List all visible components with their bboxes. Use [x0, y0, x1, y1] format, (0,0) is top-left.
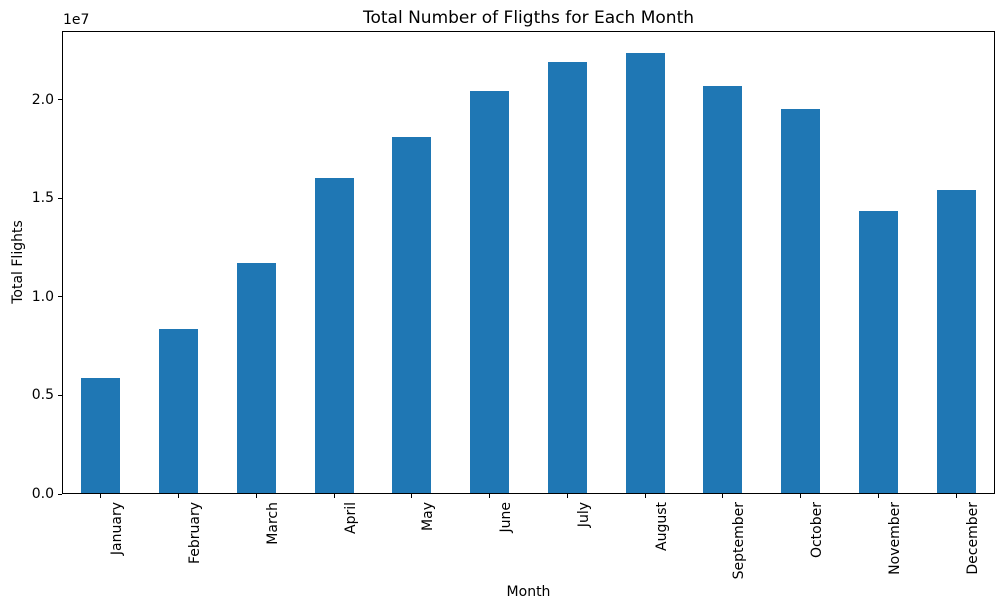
x-tick-label-august: August [653, 502, 670, 551]
bar-april [314, 177, 354, 493]
bar-november [858, 211, 898, 493]
x-tick-mark [333, 494, 335, 498]
y-axis-label: Total Flights [10, 220, 26, 304]
y-tick-label-0.5: 0.5 [31, 387, 54, 404]
x-tick-label-december: December [964, 502, 981, 575]
y-tick-mark [58, 493, 62, 495]
x-tick-label-may: May [420, 502, 437, 531]
x-tick-mark [100, 494, 102, 498]
x-tick-label-july: July [575, 502, 592, 528]
x-tick-label-february: February [187, 502, 204, 565]
bar-september [703, 86, 743, 493]
bar-march [236, 263, 276, 493]
y-tick-mark [58, 197, 62, 199]
y-tick-label-1.0: 1.0 [31, 288, 54, 305]
x-tick-label-april: April [342, 502, 359, 534]
x-tick-label-november: November [886, 502, 903, 575]
x-tick-mark [955, 494, 957, 498]
x-tick-label-march: March [264, 502, 281, 545]
x-tick-label-june: June [498, 502, 515, 533]
x-tick-label-september: September [731, 502, 748, 580]
chart-title: Total Number of Fligths for Each Month [362, 8, 695, 28]
x-tick-mark [178, 494, 180, 498]
bar-october [781, 108, 821, 493]
x-tick-mark [877, 494, 879, 498]
bar-june [470, 91, 510, 493]
x-tick-label-october: October [809, 502, 826, 559]
bar-may [392, 137, 432, 493]
bar-august [625, 52, 665, 493]
y-tick-label-0.0: 0.0 [31, 486, 54, 502]
plot-area [62, 31, 995, 494]
x-tick-mark [644, 494, 646, 498]
x-tick-mark [411, 494, 413, 498]
x-tick-mark [255, 494, 257, 498]
y-tick-mark [58, 296, 62, 298]
x-tick-mark [722, 494, 724, 498]
x-tick-mark [566, 494, 568, 498]
y-axis-offset-text: 1e7 [63, 12, 90, 28]
bar-february [159, 329, 199, 493]
x-axis-label: Month [506, 584, 551, 600]
bar-january [81, 377, 121, 493]
y-tick-label-2.0: 2.0 [31, 91, 54, 108]
y-tick-mark [58, 394, 62, 396]
y-tick-label-1.5: 1.5 [31, 190, 54, 207]
x-tick-label-january: January [109, 502, 126, 556]
x-tick-mark [800, 494, 802, 498]
x-tick-mark [489, 494, 491, 498]
y-tick-mark [58, 99, 62, 101]
bar-july [547, 61, 587, 493]
bar-december [936, 189, 976, 493]
